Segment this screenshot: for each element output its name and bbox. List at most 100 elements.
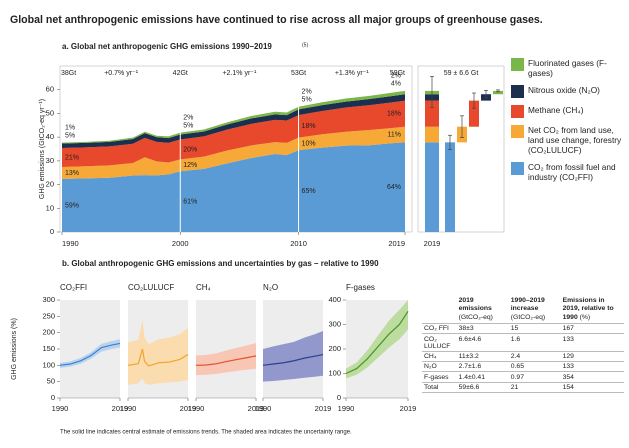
share-label: 13% [65,170,79,177]
x-tick-label: 2019 [112,404,129,413]
table-cell: 133 [560,361,624,373]
column-title: 2019 emissions [458,297,492,313]
table-cell: N₂O [422,361,457,373]
y-tick-label: 20 [46,180,54,189]
table-row: CO₂ LULUCF 6.6±4.6 1.6 133 [422,333,624,352]
y-tick-label: 150 [42,344,55,353]
table-cell: Total [422,382,457,394]
legend-label: CO₂ from fossil fuel and industry (CO₂FF… [528,162,616,182]
share-label: 65% [302,188,316,195]
area-3 [62,94,405,149]
panel-b-title: b. Global anthropogenic GHG emissions an… [62,259,379,268]
total-segment [425,100,439,127]
share-label: 10% [302,141,316,148]
x-tick-label: 2019 [388,239,405,248]
table-header-cell: Emissions in 2019, relative to 1990 (%) [560,296,624,324]
table-cell: 1.4±0.41 [456,371,509,383]
share-label: 61% [183,198,197,205]
x-tick-label: 2019 [424,239,441,248]
table-cell: 15 [508,323,561,335]
total-segment [425,126,439,143]
small-chart-title: CO₂FFI [60,283,87,292]
x-tick-label: 1990 [52,404,69,413]
legend-item: Fluorinated gases (F-gases) [511,58,627,78]
table-row: Total 59±6.6 21 154 [422,382,624,394]
y-tick-label: 60 [46,85,54,94]
y-tick-label: 10 [46,203,54,212]
share-label: 2% [183,114,193,121]
x-tick-label: 1990 [338,404,355,413]
panel-b-ylabel: GHG emissions (%) [11,318,18,380]
y-tick-label: 0 [50,227,54,236]
share-label: 4% [391,81,401,88]
table-cell: 2.4 [508,351,561,363]
waterfall-bar [469,100,479,127]
y-tick-label: 50 [47,377,55,386]
x-tick-label: 2000 [172,239,189,248]
uncertainty-band [346,300,408,379]
table: 2019 emissions (GtCO₂-eq) 1990–2019 incre… [422,296,624,394]
table-header-row: 2019 emissions (GtCO₂-eq) 1990–2019 incre… [422,296,624,324]
share-label: 5% [183,122,193,129]
y-tick-label: 300 [328,319,341,328]
share-label: 18% [302,123,316,130]
y-tick-label: 100 [328,368,341,377]
y-tick-label: 0 [337,393,341,402]
uncertainty-title: 59 ± 6.6 Gt [444,70,479,77]
column-unit: (%) [579,313,591,321]
y-tick-label: 40 [46,132,54,141]
y-tick-label: 250 [42,311,55,320]
x-tick-label: 2019 [180,404,197,413]
y-tick-label: 200 [328,344,341,353]
share-label: 5% [65,132,75,139]
uncertainty-band [128,319,188,385]
legend-item: CO₂ from fossil fuel and industry (CO₂FF… [511,162,627,182]
legend: Fluorinated gases (F-gases) Nitrous oxide… [511,58,627,189]
table-cell: 0.65 [508,361,561,373]
legend-swatch [511,85,524,98]
panel-a-note: (5) [302,42,308,48]
share-label: 5% [302,97,312,104]
central-line [127,348,189,367]
table-header-cell: 1990–2019 increase (GtCO₂-eq) [508,296,561,324]
x-tick-label: 1990 [120,404,137,413]
uncertainty-band [263,331,323,382]
table-cell: 154 [560,382,624,394]
y-tick-label: 30 [46,156,54,165]
total-segment [425,142,439,232]
table-cell: 354 [560,371,624,383]
central-line [59,342,121,366]
total-label: 38Gt [61,70,76,77]
table-cell: 2.7±1.6 [456,361,509,373]
table-header-cell: 2019 emissions (GtCO₂-eq) [456,296,509,324]
legend-label: Net CO₂ from land use, land use change, … [528,125,622,155]
legend-label: Nitrous oxide (N₂O) [528,85,600,95]
growth-label: +0.7% yr⁻¹ [104,70,139,77]
figure-title: Global net anthropogenic emissions have … [10,14,543,26]
column-title: 1990–2019 increase [510,297,545,313]
column-title: Emissions in 2019, relative to 1990 [562,297,614,321]
waterfall-bar [493,90,503,95]
total-label: 53Gt [291,70,306,77]
legend-item: Net CO₂ from land use, land use change, … [511,125,627,155]
share-label: 21% [65,154,79,161]
legend-swatch [511,162,524,175]
share-label: 11% [388,131,402,138]
table-row: CH₄ 11±3.2 2.4 129 [422,351,624,363]
table-cell: 38±3 [456,323,509,335]
table-cell: CH₄ [422,351,457,363]
y-tick-label: 0 [51,393,55,402]
table-cell: 167 [560,323,624,335]
table-cell: 1.6 [508,333,561,352]
table-cell: 6.6±4.6 [456,333,509,352]
uncertainty-band [196,343,256,376]
growth-label: +2.1% yr⁻¹ [222,70,257,77]
legend-item: Methane (CH₄) [511,105,627,118]
total-label: 42Gt [173,70,188,77]
panel-a-title: a. Global net anthropogenic GHG emission… [62,42,272,51]
waterfall-bar [445,142,455,232]
footnote: The solid line indicates central estimat… [60,430,352,436]
central-line [345,310,409,375]
y-tick-label: 200 [42,328,55,337]
